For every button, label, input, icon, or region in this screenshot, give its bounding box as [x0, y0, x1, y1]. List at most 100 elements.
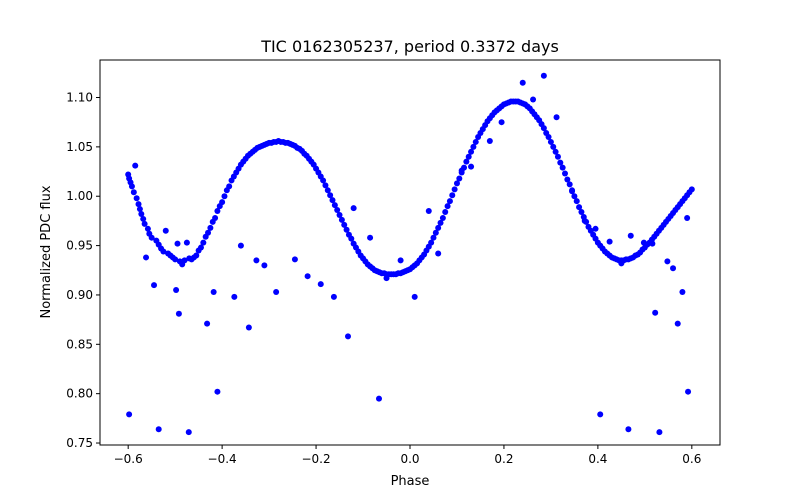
data-point [562, 170, 568, 177]
x-tick-label: −0.2 [301, 452, 330, 466]
data-point [173, 287, 180, 294]
data-point [350, 205, 357, 212]
y-tick-label: 1.00 [66, 189, 93, 203]
data-point [338, 216, 345, 223]
data-point [126, 411, 133, 418]
data-point [253, 257, 260, 264]
data-point [155, 426, 162, 433]
data-point [181, 257, 188, 264]
data-point [128, 183, 135, 190]
data-point [183, 239, 190, 246]
data-point [597, 411, 604, 418]
data-point [446, 198, 453, 205]
data-point [261, 262, 268, 269]
data-point [557, 159, 564, 166]
data-point [486, 137, 493, 144]
data-point [291, 256, 298, 263]
data-point [214, 388, 221, 395]
data-point [143, 254, 150, 261]
data-point [343, 226, 350, 233]
x-tick-label: −0.4 [208, 452, 237, 466]
data-point [688, 186, 695, 193]
data-point [578, 209, 585, 216]
data-point [468, 148, 475, 155]
data-point [204, 320, 211, 327]
data-point [571, 193, 578, 200]
data-point [175, 310, 182, 317]
data-point [442, 209, 449, 216]
data-point [444, 203, 451, 210]
data-point [453, 180, 460, 187]
data-point [498, 119, 505, 126]
data-point [221, 193, 228, 200]
data-point [625, 426, 632, 433]
data-point [576, 204, 583, 211]
data-point [519, 79, 526, 86]
data-point [449, 192, 456, 199]
data-point [470, 143, 477, 150]
data-point [566, 181, 573, 188]
data-point [341, 221, 348, 228]
data-point [135, 201, 142, 208]
data-point [334, 207, 341, 214]
data-point [330, 293, 337, 300]
y-tick-label: 1.05 [66, 140, 93, 154]
data-point [133, 195, 140, 202]
y-tick-label: 0.95 [66, 239, 93, 253]
data-point [425, 208, 432, 215]
data-point [652, 309, 659, 316]
data-point [200, 239, 207, 246]
data-point [160, 248, 167, 255]
x-axis-label: Phase [391, 474, 430, 489]
data-point [670, 265, 677, 272]
data-point [336, 211, 343, 218]
data-point [140, 215, 147, 222]
data-point [331, 202, 338, 209]
data-point [640, 239, 647, 246]
data-point [317, 281, 324, 288]
data-point [664, 258, 671, 265]
data-point [606, 238, 613, 245]
data-point [430, 234, 437, 241]
data-point [550, 143, 557, 150]
y-axis-ticks: 0.75 0.80 0.85 0.90 0.95 1.00 1.05 1.10 [66, 91, 100, 450]
data-point [435, 224, 442, 231]
data-point [345, 333, 351, 340]
data-point [397, 257, 404, 264]
data-point [679, 288, 686, 295]
data-point [174, 240, 181, 247]
data-point [540, 125, 547, 132]
data-point [564, 176, 571, 183]
data-point [411, 293, 418, 300]
data-point [627, 232, 634, 239]
data-point [226, 183, 233, 190]
data-point [205, 229, 212, 236]
data-point [245, 324, 252, 331]
chart-title: TIC 0162305237, period 0.3372 days [260, 37, 559, 56]
x-tick-label: 0.6 [682, 452, 701, 466]
data-point [348, 235, 355, 242]
data-point [530, 96, 537, 103]
data-point [273, 288, 280, 295]
data-point [552, 148, 559, 155]
x-axis-ticks: −0.6 −0.4 −0.2 0.0 0.2 0.4 0.6 [114, 445, 701, 466]
data-point [472, 138, 479, 145]
data-point [207, 224, 214, 231]
data-point [144, 225, 151, 232]
data-point [193, 252, 200, 259]
data-point [439, 214, 446, 221]
data-point [656, 429, 663, 436]
data-point [162, 227, 169, 234]
x-tick-label: 0.2 [494, 452, 513, 466]
data-point [130, 189, 137, 196]
data-point [547, 138, 554, 145]
data-point [435, 250, 442, 257]
data-point [151, 282, 158, 289]
y-tick-label: 0.90 [66, 288, 93, 302]
data-points [125, 72, 695, 436]
data-point [451, 186, 458, 193]
data-point [468, 163, 475, 170]
x-tick-label: −0.6 [114, 452, 143, 466]
data-point [210, 288, 217, 295]
